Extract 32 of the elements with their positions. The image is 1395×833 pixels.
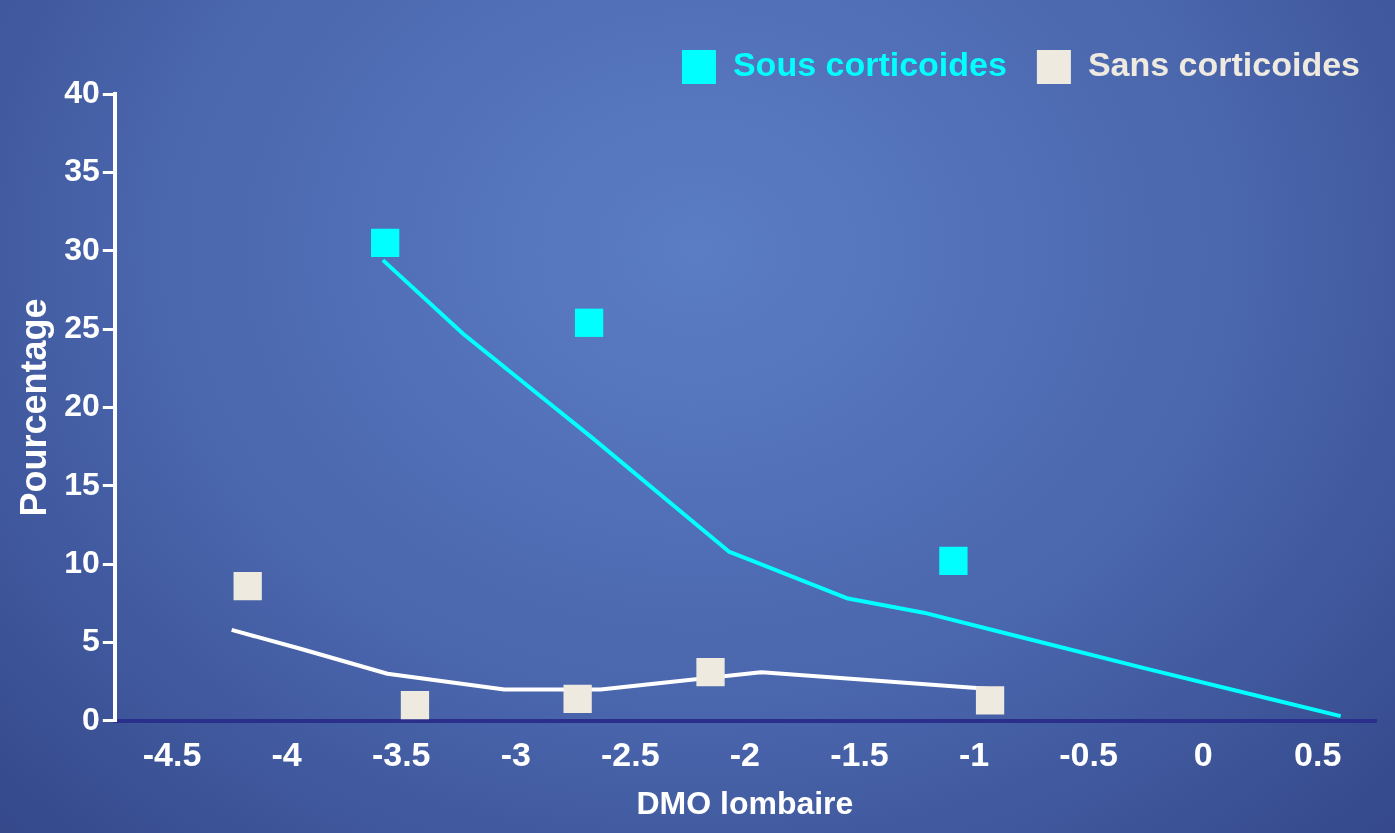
x-tick-label: 0.5 [1294,734,1342,773]
x-tick-label: -2.5 [601,734,660,773]
point [696,658,725,687]
x-tick-label: -1.5 [830,734,889,773]
y-tick-label: 40 [64,73,100,110]
y-tick-label: 25 [64,308,100,345]
x-axis-title: DMO lombaire [636,784,854,821]
legend-label: Sous corticoides [732,45,1007,84]
x-tick-label: -0.5 [1059,734,1118,773]
point [371,228,400,258]
x-tick-label: -4 [271,734,302,773]
y-tick-label: 35 [64,152,100,189]
x-tick-label: -4.5 [142,734,202,773]
y-tick-label: 15 [64,465,100,502]
point [939,546,968,576]
point [400,690,430,720]
point [233,571,262,601]
x-tick-label: -3.5 [371,734,431,773]
legend-label: Sans corticoides [1087,45,1361,84]
y-tick-label: 30 [64,230,100,267]
y-axis-title: Pourcentage [12,298,54,517]
y-tick-label: 20 [64,387,100,424]
x-tick-label: -1 [958,734,990,773]
point [574,308,604,337]
point [563,684,592,713]
x-tick-label: 0 [1193,734,1213,773]
point [975,686,1005,715]
y-tick-label: 10 [64,543,100,580]
y-tick-label: 5 [82,622,100,659]
x-tick-label: -2 [729,734,761,773]
y-tick-label: 0 [82,700,100,737]
x-tick-label: -3 [500,734,531,773]
